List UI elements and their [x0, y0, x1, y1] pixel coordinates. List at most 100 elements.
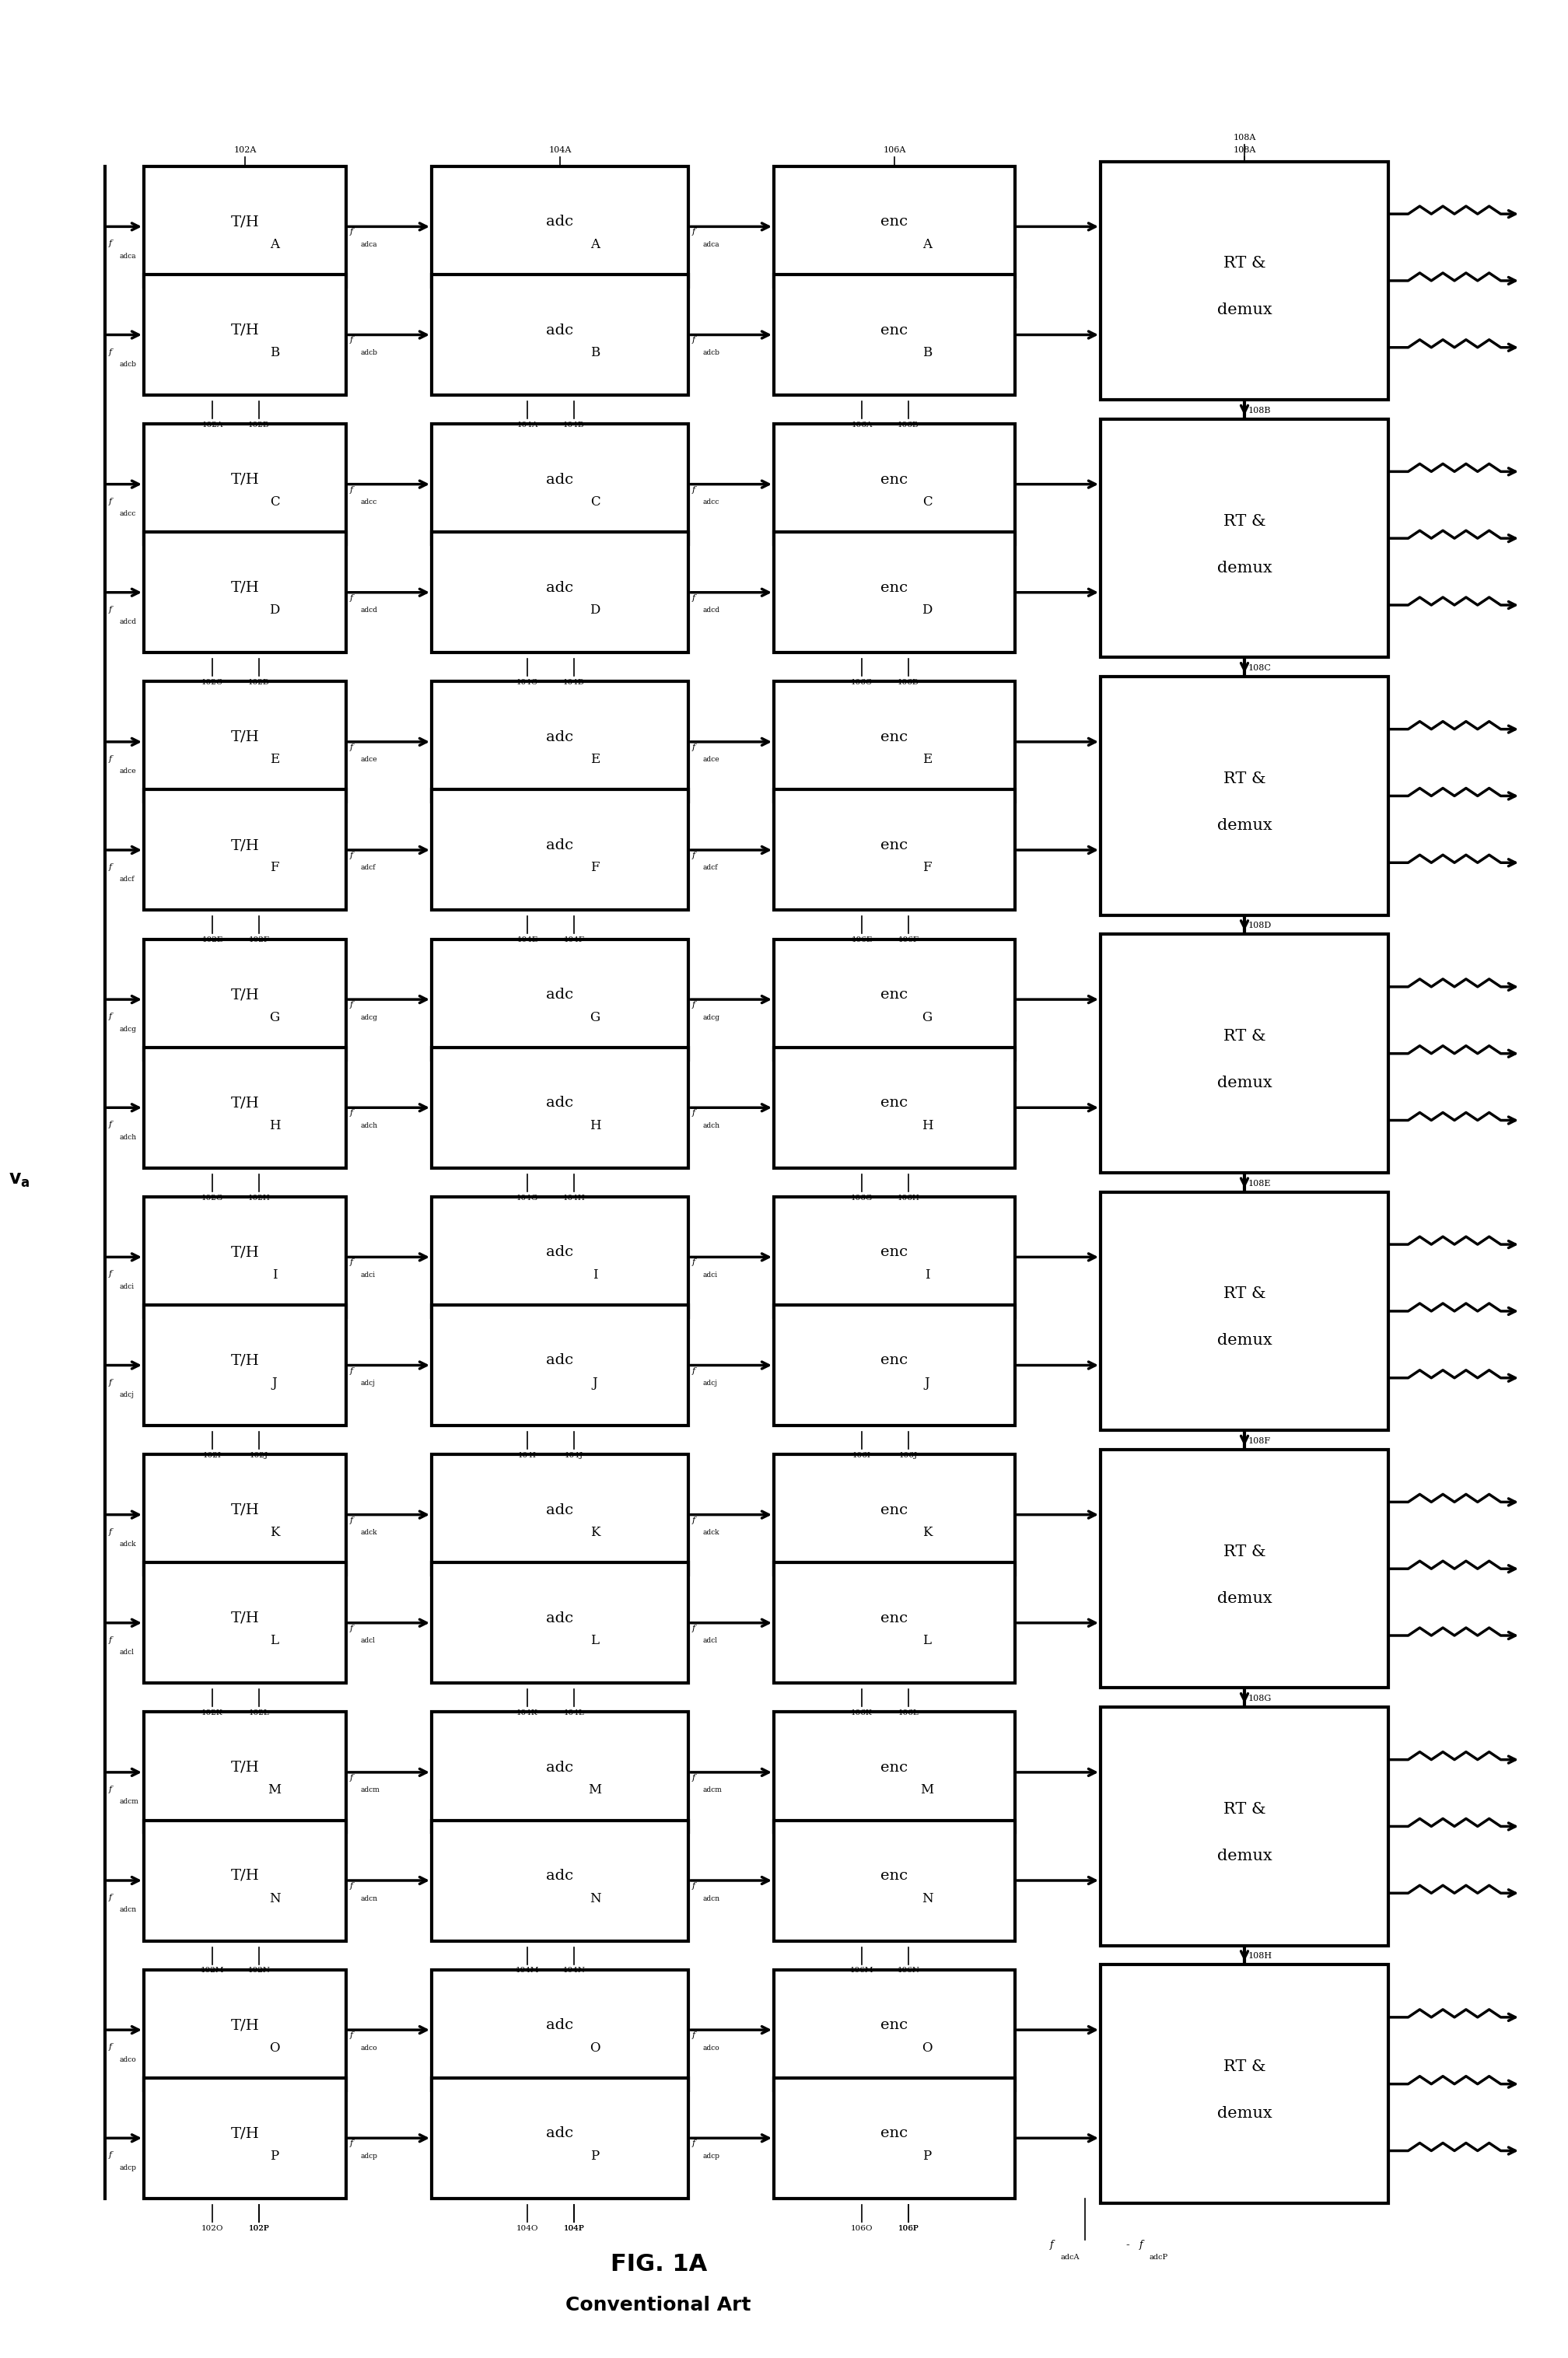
Text: adc: adc — [546, 1761, 574, 1776]
Bar — [431, 1820, 688, 1941]
Text: T/H: T/H — [230, 1502, 259, 1516]
Text: adcf: adcf — [361, 865, 375, 872]
Bar — [775, 1304, 1014, 1427]
Text: M: M — [920, 1783, 935, 1797]
Text: D: D — [270, 604, 279, 618]
Text: J: J — [925, 1377, 930, 1389]
Text: adcn: adcn — [119, 1908, 136, 1915]
Bar — [144, 1304, 347, 1427]
Text: adcd: adcd — [702, 606, 720, 613]
Text: f: f — [691, 1882, 696, 1889]
Text: 106F: 106F — [898, 936, 919, 943]
Bar — [431, 1047, 688, 1167]
Text: adco: adco — [361, 2044, 376, 2051]
Text: adcj: adcj — [119, 1391, 133, 1398]
Text: adc: adc — [546, 215, 574, 229]
Text: L: L — [270, 1634, 279, 1648]
Text: 106M: 106M — [850, 1967, 873, 1974]
Bar — [431, 1712, 688, 1832]
Bar — [431, 533, 688, 653]
Text: 104H: 104H — [563, 1196, 585, 1200]
Bar — [1101, 677, 1388, 915]
Bar — [431, 938, 688, 1059]
Text: f: f — [691, 851, 696, 858]
Bar — [775, 938, 1014, 1059]
Bar — [144, 533, 347, 653]
Text: f: f — [691, 1368, 696, 1375]
Bar — [144, 1455, 347, 1575]
Text: G: G — [922, 1012, 933, 1023]
Text: 104N: 104N — [563, 1967, 585, 1974]
Text: f: f — [108, 1120, 111, 1129]
Text: f: f — [350, 1368, 353, 1375]
Bar — [1101, 1450, 1388, 1688]
Text: adcj: adcj — [361, 1379, 375, 1387]
Text: f: f — [350, 1108, 353, 1118]
Text: adcp: adcp — [361, 2153, 378, 2160]
Text: demux: demux — [1217, 302, 1272, 318]
Text: f: f — [691, 2139, 696, 2148]
Text: 104E: 104E — [517, 936, 538, 943]
Text: f: f — [350, 743, 353, 752]
Bar — [775, 1820, 1014, 1941]
Text: O: O — [270, 2042, 279, 2054]
Text: adcp: adcp — [702, 2153, 720, 2160]
Text: adca: adca — [361, 241, 376, 248]
Text: adc: adc — [546, 1245, 574, 1259]
Text: adcn: adcn — [361, 1896, 378, 1903]
Text: FIG. 1A: FIG. 1A — [610, 2254, 707, 2275]
Text: f: f — [108, 1012, 111, 1021]
Text: 108F: 108F — [1248, 1436, 1272, 1445]
Text: -: - — [1126, 2240, 1129, 2250]
Text: L: L — [924, 1634, 931, 1648]
Text: RT &: RT & — [1223, 771, 1265, 785]
Bar — [431, 681, 688, 802]
Text: 108D: 108D — [1248, 922, 1272, 929]
Bar — [144, 1563, 347, 1684]
Text: f: f — [350, 337, 353, 344]
Text: adcp: adcp — [119, 2165, 136, 2172]
Text: A: A — [590, 238, 599, 250]
Text: 106O: 106O — [851, 2226, 873, 2231]
Text: 102E: 102E — [202, 936, 223, 943]
Text: C: C — [922, 495, 931, 509]
Text: adc: adc — [546, 731, 574, 745]
Text: adcd: adcd — [119, 618, 136, 625]
Text: 102P: 102P — [249, 2226, 270, 2231]
Text: f: f — [108, 1379, 111, 1387]
Bar — [775, 1563, 1014, 1684]
Text: D: D — [922, 604, 933, 618]
Text: enc: enc — [881, 1245, 908, 1259]
Bar — [775, 1969, 1014, 2089]
Text: F: F — [591, 861, 599, 875]
Text: adc: adc — [546, 839, 574, 851]
Text: T/H: T/H — [230, 839, 259, 851]
Text: adcc: adcc — [361, 498, 376, 505]
Text: Conventional Art: Conventional Art — [566, 2297, 751, 2316]
Text: 102O: 102O — [201, 2226, 223, 2231]
Text: f: f — [691, 594, 696, 601]
Text: enc: enc — [881, 215, 908, 229]
Text: demux: demux — [1217, 561, 1272, 575]
Bar — [431, 1455, 688, 1575]
Text: adcn: adcn — [702, 1896, 720, 1903]
Text: adcm: adcm — [119, 1799, 138, 1806]
Bar — [144, 1712, 347, 1832]
Text: demux: demux — [1217, 1849, 1272, 1863]
Text: 108A: 108A — [1232, 146, 1256, 153]
Text: L: L — [591, 1634, 599, 1648]
Text: demux: demux — [1217, 1592, 1272, 1606]
Text: C: C — [270, 495, 279, 509]
Text: adcb: adcb — [361, 349, 378, 356]
Text: 102L: 102L — [249, 1710, 270, 1717]
Text: adci: adci — [361, 1271, 375, 1278]
Text: I: I — [593, 1269, 597, 1280]
Bar — [144, 938, 347, 1059]
Bar — [775, 681, 1014, 802]
Bar — [144, 681, 347, 802]
Text: 108B: 108B — [1248, 406, 1272, 415]
Text: enc: enc — [881, 988, 908, 1002]
Text: H: H — [590, 1120, 601, 1132]
Bar — [775, 274, 1014, 396]
Text: N: N — [590, 1891, 601, 1905]
